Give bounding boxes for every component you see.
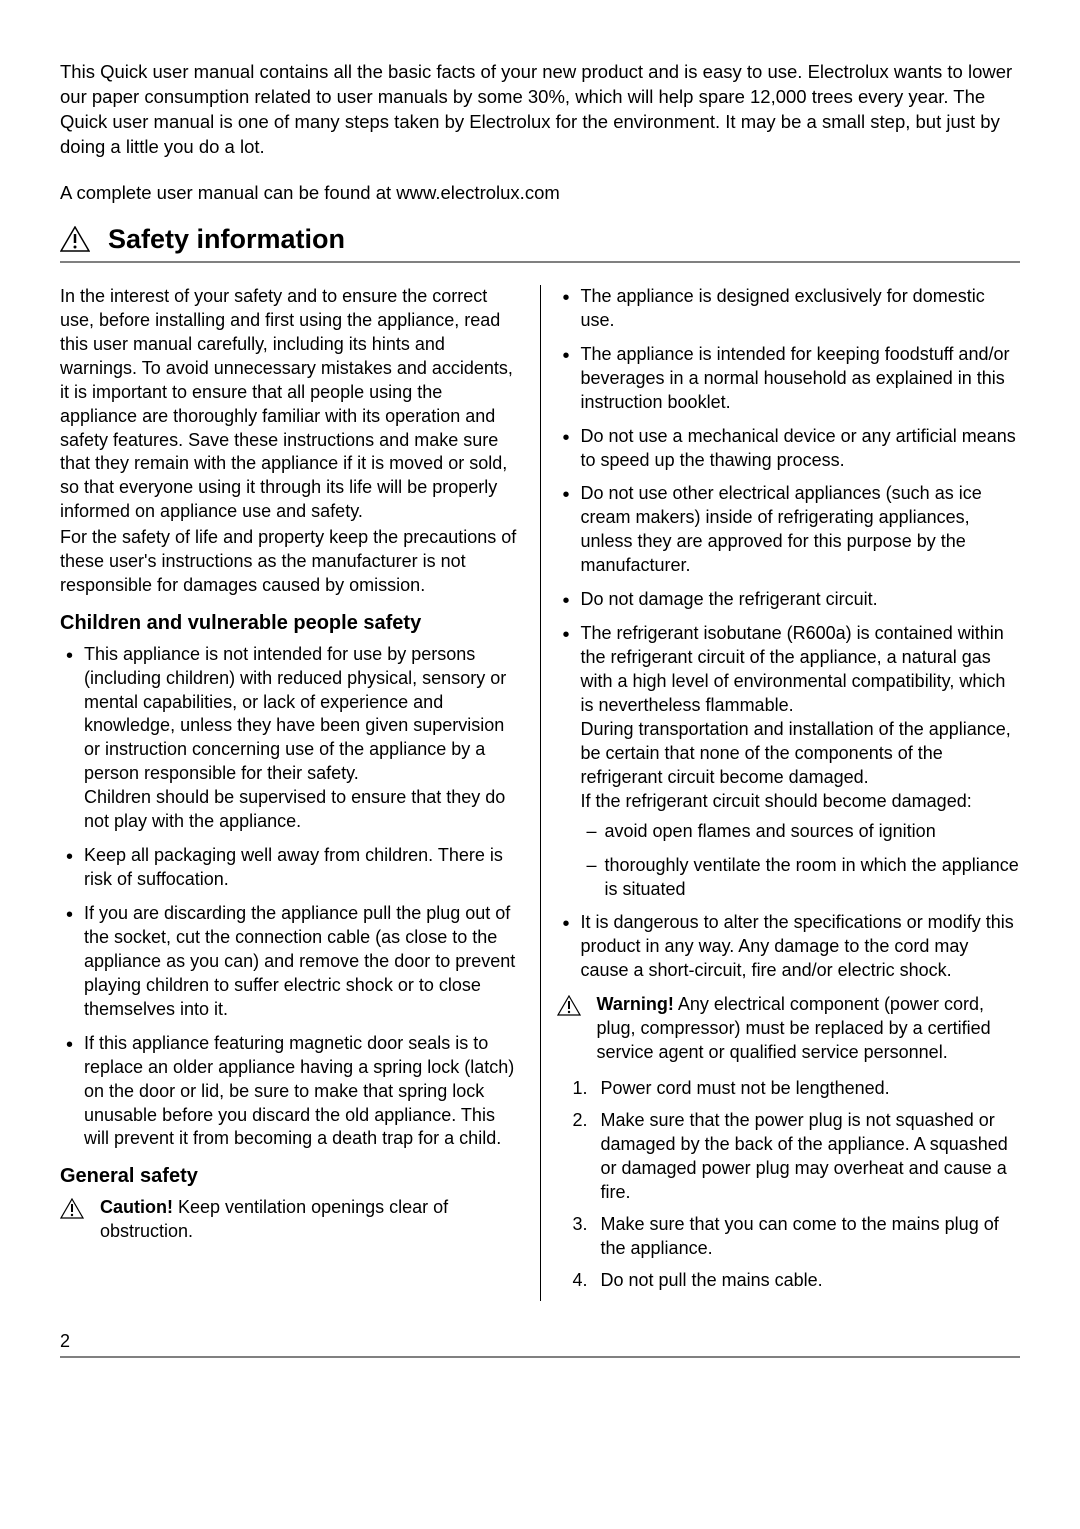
list-item: Make sure that you can come to the mains… bbox=[557, 1213, 1021, 1261]
list-item: Do not use a mechanical device or any ar… bbox=[557, 425, 1021, 473]
list-item: Do not pull the mains cable. bbox=[557, 1269, 1021, 1293]
right-column: The appliance is designed exclusively fo… bbox=[541, 285, 1021, 1301]
list-item: Power cord must not be lengthened. bbox=[557, 1077, 1021, 1101]
intro-paragraph: This Quick user manual contains all the … bbox=[60, 60, 1020, 160]
safety-intro-paragraph: In the interest of your safety and to en… bbox=[60, 285, 524, 524]
left-column: In the interest of your safety and to en… bbox=[60, 285, 541, 1301]
list-item: Make sure that the power plug is not squ… bbox=[557, 1109, 1021, 1205]
list-item: If you are discarding the appliance pull… bbox=[60, 902, 524, 1022]
warning-triangle-icon bbox=[60, 226, 90, 252]
content-columns: In the interest of your safety and to en… bbox=[60, 285, 1020, 1301]
list-item: If this appliance featuring magnetic doo… bbox=[60, 1032, 524, 1152]
list-item: Do not use other electrical appliances (… bbox=[557, 482, 1021, 578]
caution-label: Caution! bbox=[100, 1197, 173, 1217]
warning-block: Warning! Any electrical component (power… bbox=[557, 993, 1021, 1065]
warning-label: Warning! bbox=[597, 994, 674, 1014]
manual-link-text: A complete user manual can be found at w… bbox=[60, 182, 1020, 204]
safety-intro-paragraph-2: For the safety of life and property keep… bbox=[60, 526, 524, 598]
refrigerant-sublist: avoid open flames and sources of ignitio… bbox=[581, 820, 1021, 902]
list-item: avoid open flames and sources of ignitio… bbox=[581, 820, 1021, 844]
children-safety-title: Children and vulnerable people safety bbox=[60, 610, 524, 637]
section-title: Safety information bbox=[108, 224, 345, 255]
list-item: The appliance is designed exclusively fo… bbox=[557, 285, 1021, 333]
list-item: thoroughly ventilate the room in which t… bbox=[581, 854, 1021, 902]
warning-triangle-icon bbox=[557, 995, 581, 1016]
children-safety-list: This appliance is not intended for use b… bbox=[60, 643, 524, 1152]
section-header: Safety information bbox=[60, 224, 1020, 263]
footer-line bbox=[60, 1356, 1020, 1358]
page-number: 2 bbox=[60, 1331, 1020, 1352]
list-item: The refrigerant isobutane (R600a) is con… bbox=[557, 622, 1021, 901]
list-item: This appliance is not intended for use b… bbox=[60, 643, 524, 835]
list-item: The appliance is intended for keeping fo… bbox=[557, 343, 1021, 415]
list-item: It is dangerous to alter the specificati… bbox=[557, 911, 1021, 983]
caution-block: Caution! Keep ventilation openings clear… bbox=[60, 1196, 524, 1244]
general-safety-title: General safety bbox=[60, 1163, 524, 1190]
refrigerant-text: The refrigerant isobutane (R600a) is con… bbox=[581, 623, 1011, 811]
numbered-list: Power cord must not be lengthened. Make … bbox=[557, 1077, 1021, 1293]
general-safety-list: The appliance is designed exclusively fo… bbox=[557, 285, 1021, 983]
list-item: Keep all packaging well away from childr… bbox=[60, 844, 524, 892]
list-item: Do not damage the refrigerant circuit. bbox=[557, 588, 1021, 612]
warning-triangle-icon bbox=[60, 1198, 84, 1219]
